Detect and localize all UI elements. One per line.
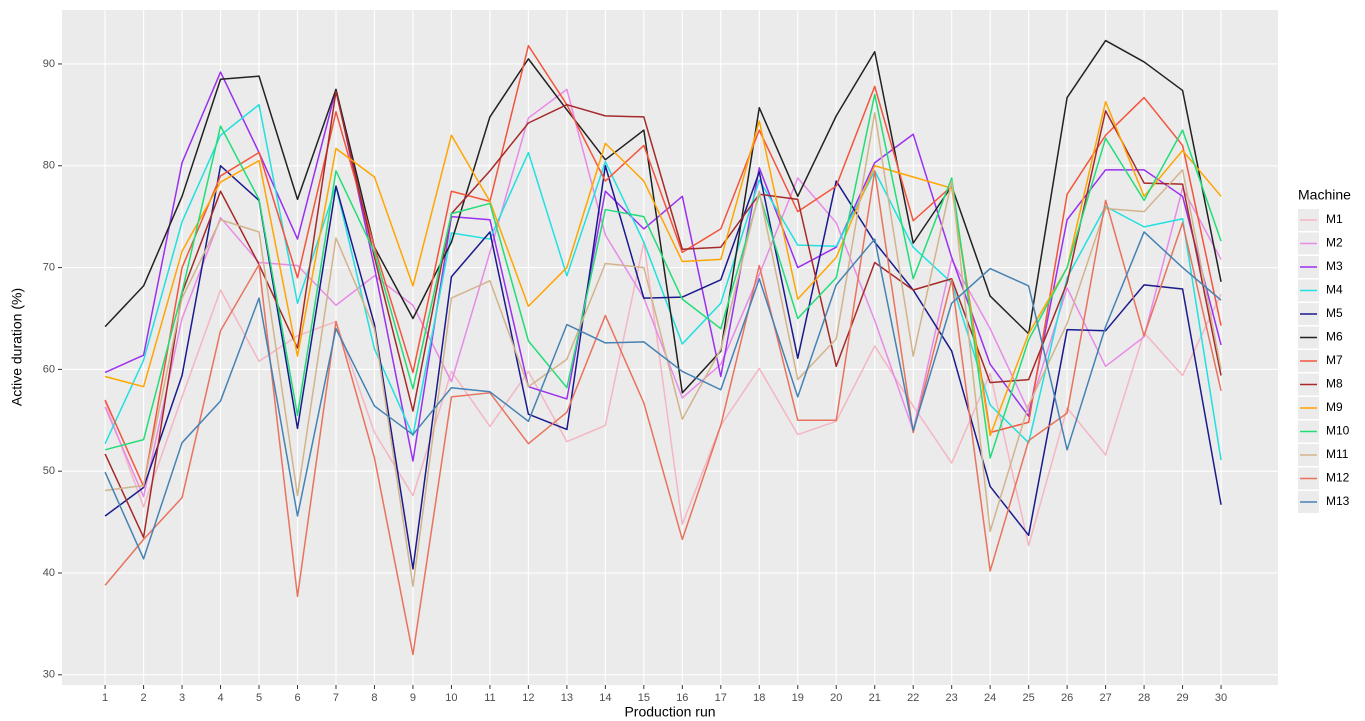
x-tick-label: 3 bbox=[179, 692, 185, 704]
series-line bbox=[104, 170, 1222, 656]
legend-label: M10 bbox=[1326, 424, 1350, 438]
x-tick-label: 25 bbox=[1023, 692, 1035, 704]
x-tick-label: 2 bbox=[141, 692, 147, 704]
legend: Machine M1 M2 M3 M4 M5 M6 M7 M8 M9 M10 M11 M12 M13 bbox=[1298, 187, 1351, 513]
legend-label: M8 bbox=[1326, 377, 1343, 391]
y-tick-label: 80 bbox=[43, 160, 55, 172]
x-axis-title: Production run bbox=[624, 704, 715, 720]
series-line bbox=[104, 231, 1222, 560]
legend-label: M9 bbox=[1326, 400, 1343, 414]
legend-label: M7 bbox=[1326, 353, 1343, 367]
x-tick-label: 29 bbox=[1176, 692, 1188, 704]
legend-label: M6 bbox=[1326, 330, 1343, 344]
x-tick-label: 5 bbox=[256, 692, 262, 704]
y-tick-label: 40 bbox=[43, 567, 55, 579]
legend-label: M3 bbox=[1326, 259, 1343, 273]
x-tick-label: 23 bbox=[946, 692, 958, 704]
x-tick-label: 9 bbox=[410, 692, 416, 704]
x-tick-label: 10 bbox=[445, 692, 457, 704]
series-line bbox=[104, 241, 1222, 547]
grid bbox=[62, 10, 1278, 685]
y-axis-title: Active duration (%) bbox=[9, 288, 25, 406]
lines bbox=[104, 39, 1222, 656]
y-tick-label: 70 bbox=[43, 261, 55, 273]
x-tick-label: 27 bbox=[1099, 692, 1111, 704]
series-line bbox=[104, 39, 1222, 394]
x-tick-label: 4 bbox=[217, 692, 223, 704]
x-tick-label: 16 bbox=[676, 692, 688, 704]
y-tick-label: 30 bbox=[43, 669, 55, 681]
x-tick-label: 1 bbox=[102, 692, 108, 704]
x-tick-label: 6 bbox=[294, 692, 300, 704]
series-line bbox=[104, 103, 1222, 461]
x-tick-label: 7 bbox=[333, 692, 339, 704]
x-tick-label: 26 bbox=[1061, 692, 1073, 704]
legend-label: M11 bbox=[1326, 447, 1349, 461]
legend-label: M4 bbox=[1326, 283, 1343, 297]
x-tick-label: 18 bbox=[753, 692, 765, 704]
legend-label: M2 bbox=[1326, 236, 1343, 250]
y-tick-label: 50 bbox=[43, 465, 55, 477]
legend-label: M12 bbox=[1326, 471, 1350, 485]
series-line bbox=[105, 112, 1222, 587]
series-line bbox=[104, 90, 1222, 539]
x-tick-label: 8 bbox=[371, 692, 377, 704]
series-line bbox=[104, 44, 1222, 488]
x-tick-label: 20 bbox=[830, 692, 842, 704]
x-tick-label: 24 bbox=[984, 692, 996, 704]
x-tick-label: 28 bbox=[1138, 692, 1150, 704]
x-tick-label: 14 bbox=[599, 692, 611, 704]
x-tick-label: 22 bbox=[907, 692, 919, 704]
x-tick-label: 30 bbox=[1215, 692, 1227, 704]
x-tick-label: 12 bbox=[522, 692, 534, 704]
x-tick-label: 11 bbox=[484, 692, 495, 704]
series-line bbox=[104, 165, 1222, 570]
y-tick-label: 90 bbox=[43, 58, 55, 70]
x-tick-label: 15 bbox=[638, 692, 650, 704]
x-tick-label: 13 bbox=[561, 692, 573, 704]
legend-label: M13 bbox=[1326, 494, 1350, 508]
x-tick-label: 19 bbox=[792, 692, 804, 704]
series-line bbox=[104, 100, 1222, 437]
y-tick-label: 60 bbox=[43, 363, 55, 375]
x-tick-label: 17 bbox=[715, 692, 727, 704]
legend-title: Machine bbox=[1298, 187, 1351, 203]
x-tick-label: 21 bbox=[869, 692, 881, 704]
legend-label: M1 bbox=[1326, 212, 1343, 226]
legend-label: M5 bbox=[1326, 306, 1343, 320]
series-line bbox=[104, 93, 1222, 459]
